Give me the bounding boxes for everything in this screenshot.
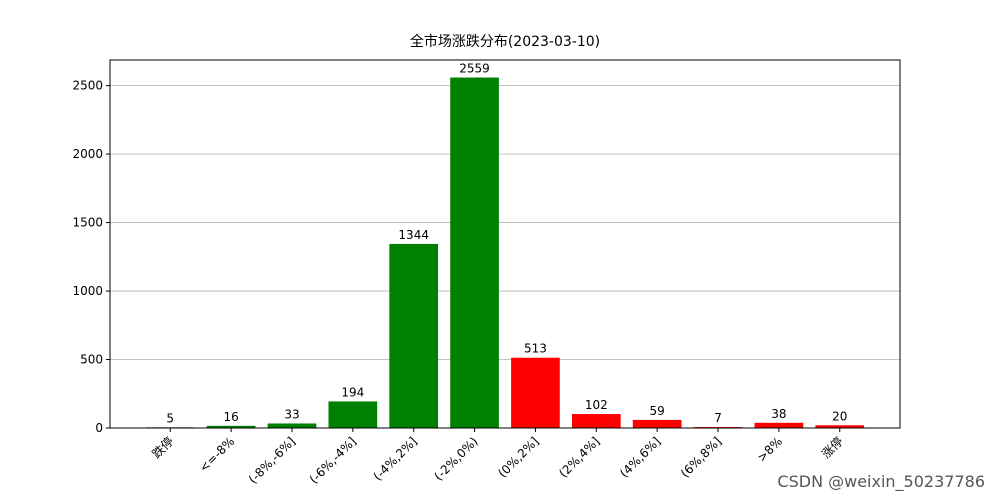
bar [328, 401, 378, 428]
value-label: 33 [284, 407, 299, 421]
value-label: 59 [650, 404, 665, 418]
value-label: 5 [166, 411, 174, 425]
bar [754, 422, 804, 428]
bar [389, 243, 439, 428]
value-label: 16 [223, 410, 238, 424]
bar [450, 77, 499, 428]
value-label: 2559 [459, 62, 490, 76]
bar [511, 357, 560, 428]
value-label: 102 [585, 398, 608, 412]
value-label: 20 [832, 409, 847, 423]
bar [632, 419, 682, 428]
value-label: 513 [524, 342, 547, 356]
watermark: CSDN @weixin_50237786 [777, 472, 985, 492]
bar [571, 414, 621, 428]
y-tick-label: 2500 [72, 79, 103, 93]
y-tick-label: 1500 [72, 216, 103, 230]
value-label: 7 [714, 411, 722, 425]
value-label: 194 [341, 385, 364, 399]
bar [206, 425, 256, 428]
y-tick-label: 2000 [72, 147, 103, 161]
plot-frame [109, 59, 901, 429]
value-label: 1344 [398, 228, 429, 242]
bar [267, 423, 317, 428]
y-tick-label: 500 [80, 353, 103, 367]
y-tick-label: 1000 [72, 284, 103, 298]
y-tick-label: 0 [95, 421, 103, 435]
bar [815, 425, 865, 428]
value-label: 38 [771, 407, 786, 421]
chart-title: 全市场涨跌分布(2023-03-10) [410, 33, 600, 50]
